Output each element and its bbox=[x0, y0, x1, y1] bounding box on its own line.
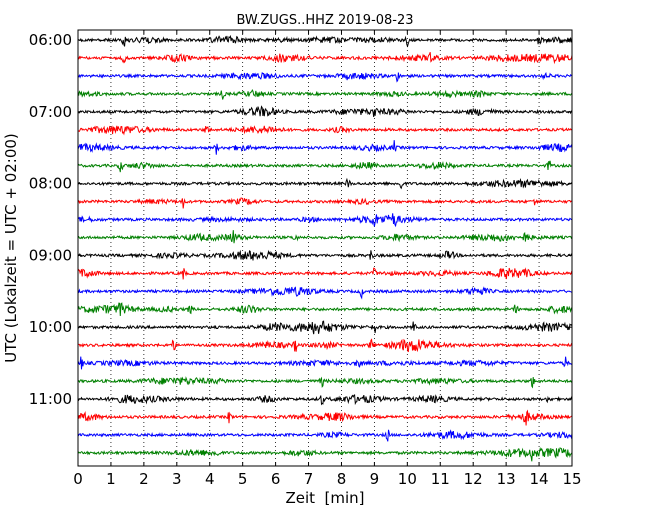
x-tick-label: 12 bbox=[464, 470, 483, 488]
trace-line bbox=[77, 160, 573, 173]
trace-line bbox=[77, 140, 573, 155]
y-tick-label: 06:00 bbox=[29, 31, 72, 49]
x-tick-label: 3 bbox=[172, 470, 182, 488]
x-tick-label: 11 bbox=[431, 470, 450, 488]
trace-line bbox=[77, 320, 573, 335]
y-tick-label: 07:00 bbox=[29, 103, 72, 121]
trace-line bbox=[77, 302, 573, 317]
x-tick-label: 2 bbox=[139, 470, 149, 488]
trace-line bbox=[77, 52, 573, 65]
y-tick-label: 09:00 bbox=[29, 246, 72, 264]
x-tick-label: 9 bbox=[370, 470, 380, 488]
x-tick-label: 4 bbox=[205, 470, 215, 488]
grid-lines bbox=[110, 30, 540, 466]
trace-line bbox=[77, 446, 573, 462]
trace-line bbox=[77, 230, 573, 244]
x-tick-label: 6 bbox=[271, 470, 281, 488]
y-tick-label: 11:00 bbox=[29, 390, 72, 408]
trace-line bbox=[77, 71, 573, 83]
x-axis-ticks: 0 1 2 3 4 5 6 7 8 9 10 11 12 13 14 15 bbox=[73, 30, 582, 488]
trace-line bbox=[77, 338, 573, 353]
y-tick-label: 08:00 bbox=[29, 175, 72, 193]
plot-frame bbox=[77, 29, 573, 467]
x-tick-label: 0 bbox=[73, 470, 83, 488]
y-axis-ticks: 06:00 07:00 08:00 09:00 10:00 11:00 bbox=[29, 31, 572, 408]
trace-line bbox=[77, 394, 573, 406]
x-tick-label: 1 bbox=[106, 470, 116, 488]
x-tick-label: 5 bbox=[238, 470, 248, 488]
trace-line bbox=[77, 213, 573, 228]
x-axis-label: Zeit [min] bbox=[285, 489, 364, 507]
trace-line bbox=[77, 409, 573, 426]
y-tick-label: 10:00 bbox=[29, 318, 72, 336]
x-tick-label: 15 bbox=[562, 470, 581, 488]
x-tick-label: 13 bbox=[497, 470, 516, 488]
trace-line bbox=[77, 177, 573, 190]
trace-line bbox=[77, 249, 573, 261]
plot-area bbox=[78, 30, 572, 466]
trace-line bbox=[77, 267, 573, 280]
trace-line bbox=[77, 105, 573, 117]
x-tick-label: 10 bbox=[398, 470, 417, 488]
trace-line bbox=[77, 125, 573, 136]
trace-line bbox=[77, 429, 573, 442]
trace-line bbox=[77, 88, 573, 100]
x-tick-label: 8 bbox=[337, 470, 347, 488]
y-axis-label: UTC (Lokalzeit = UTC + 02:00) bbox=[2, 133, 20, 363]
x-tick-label: 7 bbox=[304, 470, 314, 488]
trace-line bbox=[77, 286, 573, 300]
trace-line bbox=[77, 356, 573, 370]
trace-line bbox=[77, 197, 573, 209]
x-tick-label: 14 bbox=[530, 470, 549, 488]
chart-title: BW.ZUGS..HHZ 2019-08-23 bbox=[236, 13, 413, 28]
trace-line bbox=[77, 376, 573, 389]
traces bbox=[77, 34, 573, 462]
trace-line bbox=[77, 34, 573, 48]
